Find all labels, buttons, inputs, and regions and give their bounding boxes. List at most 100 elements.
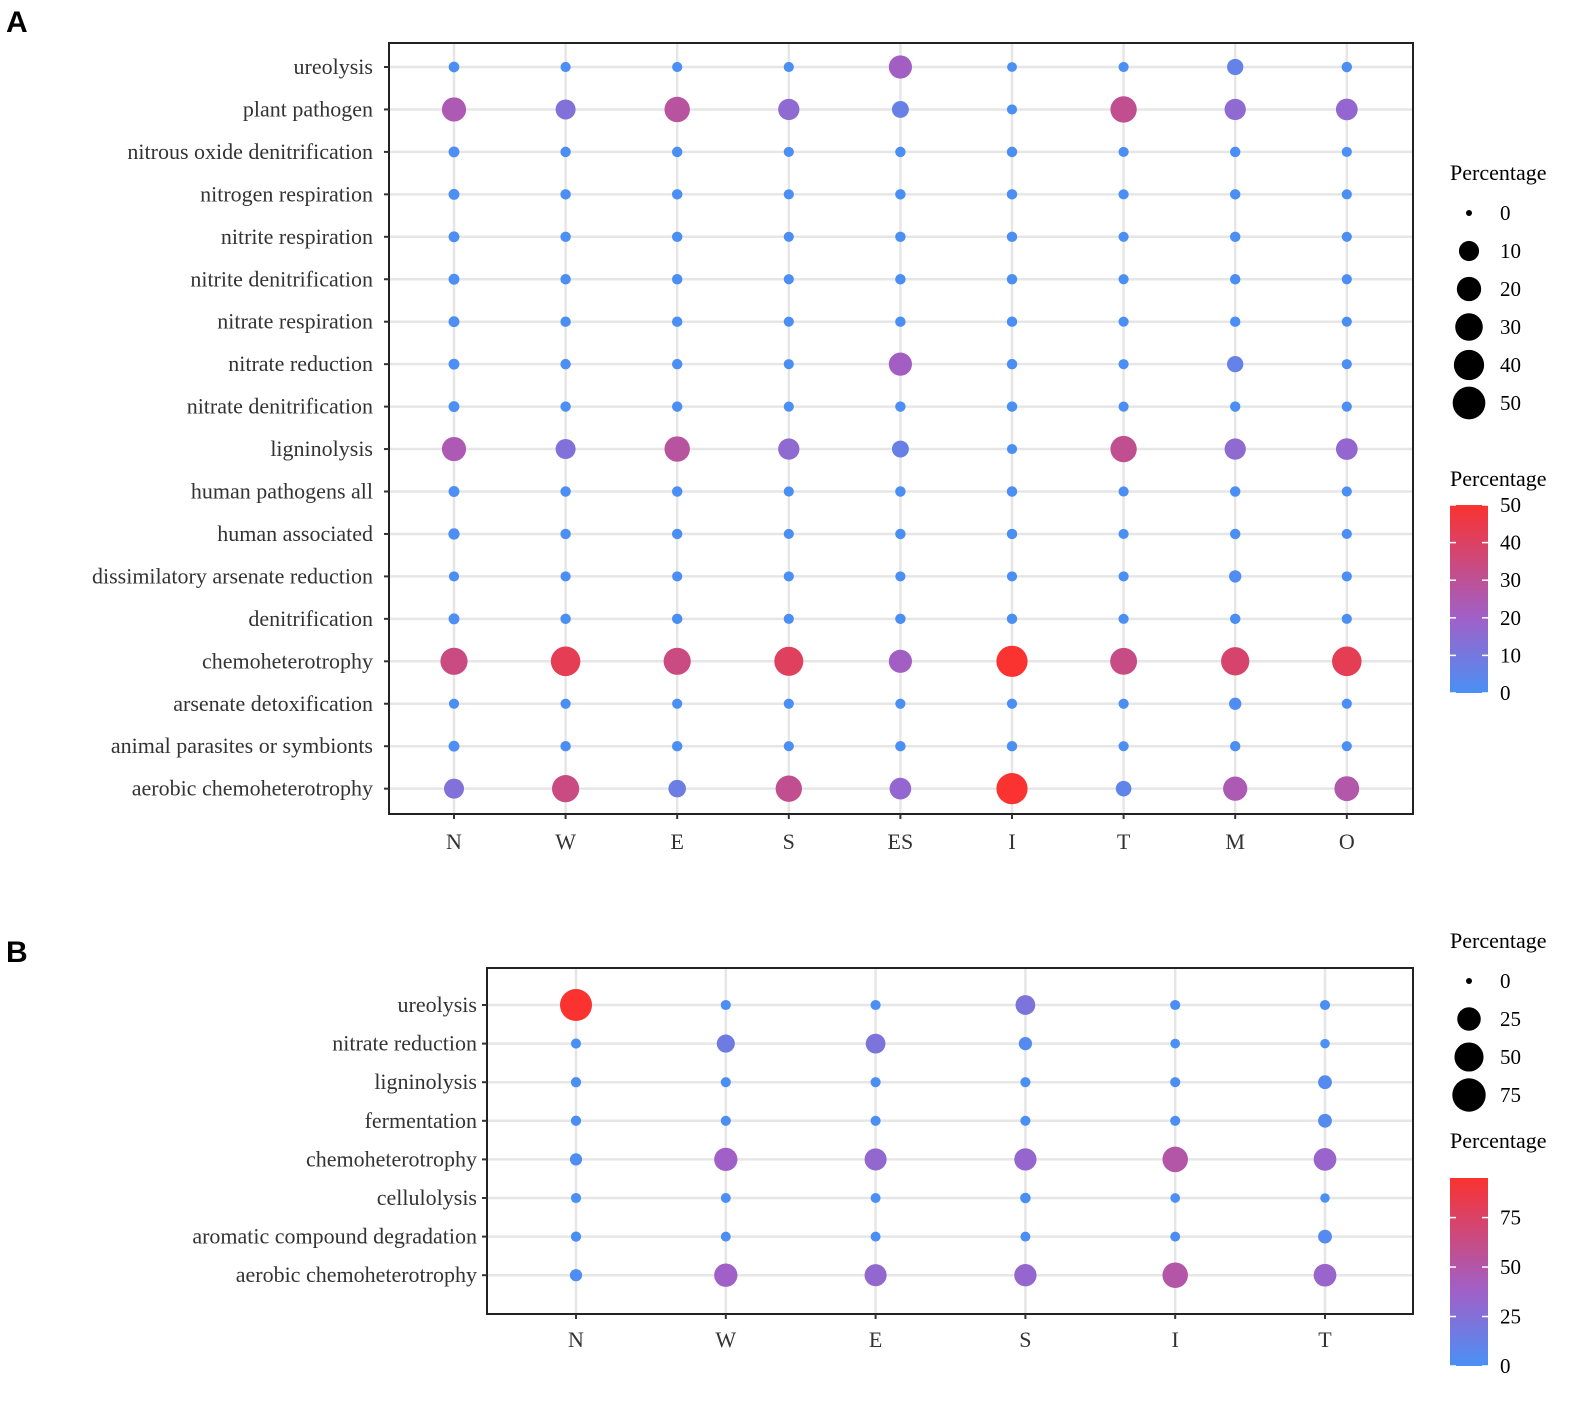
data-point: [570, 1038, 582, 1049]
data-point: [891, 440, 909, 458]
y-tick-label: denitrification: [248, 606, 373, 631]
data-point: [1014, 1264, 1037, 1287]
y-tick-label: ligninolysis: [374, 1069, 477, 1094]
data-point: [895, 698, 906, 709]
data-point: [865, 1033, 886, 1054]
y-tick-label: arsenate detoxification: [173, 691, 373, 716]
size-legend-key: [1456, 276, 1482, 302]
y-tick-label: chemoheterotrophy: [202, 648, 373, 673]
y-tick-label: nitrogen respiration: [200, 181, 373, 206]
data-point: [1118, 274, 1129, 285]
data-point: [783, 741, 794, 752]
data-point: [1110, 647, 1138, 675]
data-point: [783, 528, 794, 540]
data-point: [560, 740, 571, 752]
data-point: [1118, 698, 1129, 709]
x-tick-label: W: [555, 829, 576, 854]
size-legend-key: [1453, 349, 1485, 381]
data-point: [888, 649, 912, 673]
data-point: [671, 358, 683, 370]
color-legend-bar: [1450, 505, 1488, 693]
data-point: [720, 1193, 731, 1203]
data-point: [1006, 528, 1018, 540]
data-point: [1118, 146, 1129, 157]
x-tick-label: E: [869, 1327, 882, 1352]
data-point: [783, 698, 794, 709]
data-point: [1020, 1115, 1031, 1126]
data-point: [996, 645, 1028, 677]
data-point: [1006, 104, 1018, 115]
data-point: [1007, 62, 1017, 72]
data-point: [895, 528, 906, 540]
data-point: [671, 274, 683, 285]
data-point: [1221, 647, 1250, 676]
x-tick-label: I: [1172, 1327, 1179, 1352]
data-point: [1335, 438, 1358, 460]
data-point: [560, 486, 571, 497]
data-point: [1319, 999, 1331, 1011]
data-point: [1341, 146, 1352, 157]
data-point: [1313, 1148, 1337, 1171]
data-point: [870, 1115, 881, 1126]
data-point: [1341, 316, 1352, 327]
y-tick-label: nitrous oxide denitrification: [127, 139, 373, 164]
data-point: [671, 231, 683, 243]
data-point: [1341, 401, 1352, 412]
data-point: [569, 1269, 583, 1282]
data-point: [448, 698, 460, 709]
y-tick-label: chemoheterotrophy: [306, 1146, 477, 1171]
x-tick-label: T: [1117, 829, 1131, 854]
panel-letter: B: [6, 936, 28, 969]
data-point: [895, 571, 906, 582]
data-point: [1229, 231, 1241, 243]
data-point: [1170, 1038, 1181, 1049]
size-legend-title: Percentage: [1450, 160, 1547, 185]
data-point: [1229, 613, 1241, 625]
data-point: [1006, 401, 1018, 412]
data-point: [783, 146, 794, 157]
data-point: [1115, 780, 1132, 797]
size-legend-label: 75: [1500, 1083, 1521, 1107]
data-point: [560, 316, 571, 327]
size-legend-label: 25: [1500, 1007, 1521, 1031]
size-legend-key: [1452, 386, 1486, 420]
data-point: [888, 352, 912, 376]
data-point: [1020, 1231, 1031, 1242]
data-point: [1006, 358, 1018, 370]
color-legend-label: 75: [1500, 1206, 1521, 1230]
color-legend-label: 0: [1500, 681, 1511, 705]
y-tick-label: aromatic compound degradation: [192, 1224, 477, 1249]
data-point: [1118, 316, 1129, 327]
size-legend-label: 40: [1500, 353, 1521, 377]
data-point: [1341, 613, 1352, 624]
y-tick-label: ureolysis: [398, 992, 477, 1017]
data-point: [1118, 571, 1129, 582]
data-point: [671, 146, 683, 158]
data-point: [783, 231, 794, 242]
color-legend-label: 20: [1500, 606, 1521, 630]
data-point: [1020, 1192, 1031, 1204]
data-point: [1006, 486, 1018, 497]
data-point: [1014, 1148, 1037, 1171]
data-point: [569, 1153, 583, 1166]
data-point: [1318, 1229, 1332, 1244]
y-tick-label: human pathogens all: [191, 479, 373, 504]
data-point: [671, 401, 683, 412]
size-legend-key: [1454, 1042, 1484, 1072]
data-point: [895, 486, 906, 497]
data-point: [560, 146, 571, 158]
data-point: [560, 528, 571, 540]
data-point: [783, 486, 794, 497]
data-point: [783, 359, 794, 370]
data-point: [774, 646, 804, 676]
data-point: [1170, 1231, 1181, 1242]
data-point: [560, 61, 571, 73]
data-point: [448, 358, 460, 370]
data-point: [664, 436, 690, 462]
data-point: [448, 146, 460, 158]
size-legend-key: [1466, 210, 1472, 216]
color-legend-title: Percentage: [1450, 1128, 1547, 1153]
data-point: [1162, 1262, 1188, 1288]
data-point: [448, 61, 460, 73]
